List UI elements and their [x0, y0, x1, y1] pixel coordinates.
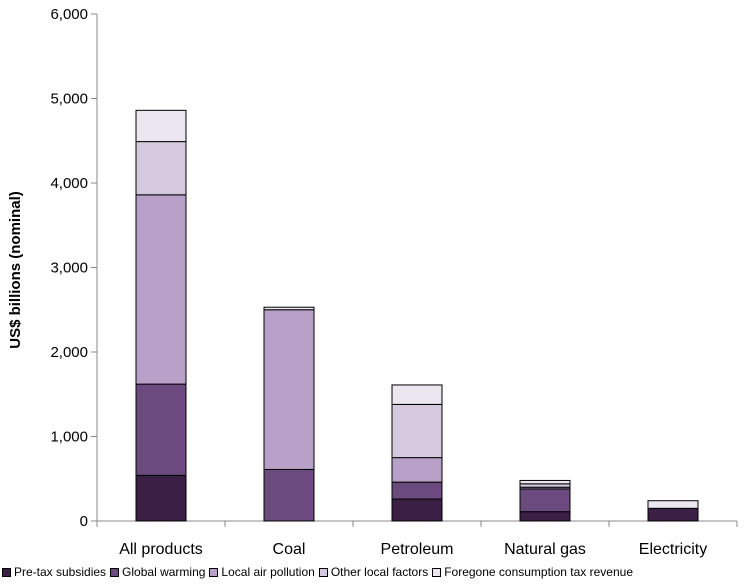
bar-segment: [135, 474, 187, 522]
y-axis-label: US$ billions (nominal): [7, 191, 24, 349]
legend-swatch: [2, 567, 11, 577]
bar-segment: [263, 306, 315, 311]
y-tick-label: 3,000: [50, 260, 88, 277]
x-tick-label: Electricity: [639, 541, 707, 558]
x-tick-label: Natural gas: [504, 541, 586, 558]
legend-swatch: [209, 567, 219, 577]
bar-segment: [135, 383, 187, 476]
bar-segment: [135, 109, 187, 143]
legend-label: Other local factors: [330, 565, 429, 579]
legend-label: Foregone consumption tax revenue: [444, 565, 633, 579]
x-tick-label: All products: [119, 541, 203, 558]
legend-item: Foregone consumption tax revenue: [432, 565, 633, 579]
x-tick-label: Petroleum: [381, 541, 454, 558]
legend-item: Local air pollution: [209, 565, 315, 579]
bar-segment: [519, 479, 571, 485]
bar-segment: [391, 457, 443, 483]
bar-segment: [263, 468, 315, 522]
bar-segment: [647, 507, 699, 522]
legend-swatch: [432, 567, 442, 577]
legend-item: Global warming: [110, 565, 205, 579]
bar-segment: [263, 309, 315, 470]
bar-segment: [519, 511, 571, 522]
bar-segment: [647, 500, 699, 509]
legend-item: Other local factors: [318, 565, 429, 579]
legend-label: Global warming: [122, 565, 206, 579]
bar-segment: [391, 498, 443, 522]
stacked-bar-chart: 0 1,000 2,000 3,000 4,000 5,000 6,000 All produ…: [7, 6, 738, 558]
y-tick-label: 5,000: [50, 91, 88, 108]
legend: Pre-tax subsidies Global warming Local air…: [2, 565, 753, 579]
bar-segment: [391, 403, 443, 459]
x-tick-label: Coal: [273, 541, 306, 558]
y-tick-label: 0: [80, 513, 88, 530]
legend-label: Pre-tax subsidies: [14, 565, 107, 579]
bars: [135, 109, 699, 522]
legend-item: Pre-tax subsidies: [2, 565, 106, 579]
y-tick-label: 6,000: [50, 6, 88, 23]
bar-segment: [135, 141, 187, 196]
legend-swatch: [318, 567, 328, 577]
legend-swatch: [110, 567, 120, 577]
bar-segment: [391, 481, 443, 500]
y-tick-label: 1,000: [50, 429, 88, 446]
bar-segment: [519, 488, 571, 513]
bar-segment: [519, 483, 571, 488]
y-tick-label: 2,000: [50, 344, 88, 361]
y-tick-label: 4,000: [50, 175, 88, 192]
axes: 0 1,000 2,000 3,000 4,000 5,000 6,000 All produ…: [50, 6, 738, 558]
legend-label: Local air pollution: [221, 565, 315, 579]
bar-segment: [391, 384, 443, 405]
bar-segment: [135, 194, 187, 385]
